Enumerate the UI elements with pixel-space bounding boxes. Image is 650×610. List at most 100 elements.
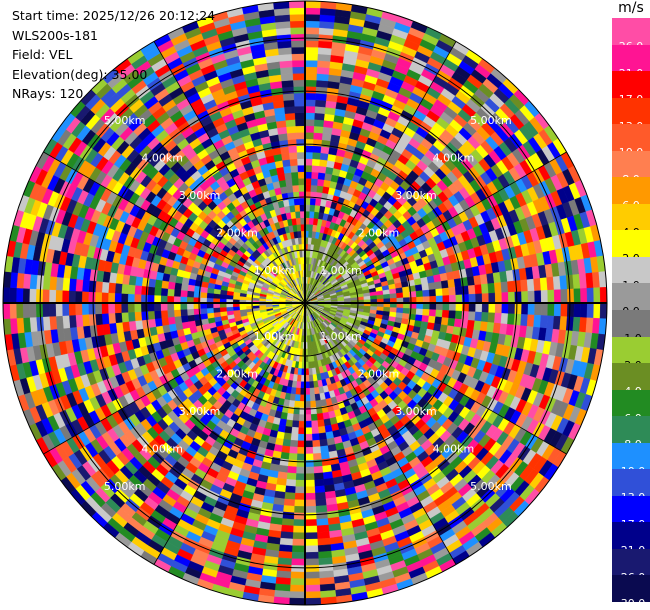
velocity-gate <box>402 307 411 315</box>
velocity-gate <box>108 282 116 294</box>
velocity-gate <box>304 105 316 114</box>
velocity-gate <box>81 291 89 304</box>
velocity-gate <box>121 312 129 323</box>
velocity-gate <box>304 92 317 101</box>
velocity-gate <box>318 432 327 441</box>
velocity-gate <box>311 439 321 448</box>
velocity-gate <box>285 419 293 428</box>
velocity-gate <box>389 293 398 299</box>
velocity-gate <box>534 302 542 316</box>
velocity-gate <box>309 387 315 396</box>
velocity-gate <box>454 286 463 296</box>
velocity-gate <box>573 302 581 318</box>
velocity-gate <box>547 302 555 317</box>
velocity-gate <box>277 47 293 56</box>
velocity-gate <box>239 305 247 311</box>
velocity-gate <box>55 276 64 291</box>
velocity-gate <box>101 292 109 304</box>
velocity-gate <box>475 302 483 313</box>
velocity-gate <box>421 283 430 291</box>
velocity-gate <box>282 438 291 447</box>
velocity-gate <box>160 309 169 319</box>
velocity-gate <box>49 315 58 331</box>
velocity-gate <box>565 274 575 290</box>
velocity-gate <box>173 289 182 297</box>
velocity-gate <box>35 302 44 318</box>
velocity-gate <box>290 571 306 579</box>
velocity-gate <box>435 309 443 318</box>
velocity-gate <box>304 473 315 481</box>
velocity-gate <box>174 282 183 291</box>
velocity-gate <box>291 171 299 180</box>
velocity-gate <box>304 545 319 553</box>
velocity-gate <box>167 288 175 297</box>
velocity-gate <box>285 178 293 187</box>
velocity-gate <box>453 318 462 328</box>
velocity-gate <box>286 465 297 474</box>
velocity-gate <box>304 564 320 573</box>
velocity-gate <box>494 312 502 324</box>
velocity-gate <box>428 309 437 317</box>
velocity-gate <box>304 158 313 166</box>
velocity-gate <box>94 313 103 326</box>
velocity-gate <box>107 292 116 304</box>
velocity-gate <box>309 400 317 409</box>
velocity-gate <box>312 446 322 455</box>
velocity-gate <box>553 302 562 317</box>
velocity-gate <box>42 289 50 304</box>
velocity-gate <box>278 53 293 62</box>
velocity-gate <box>94 291 103 304</box>
velocity-gate <box>75 314 84 328</box>
velocity-gate <box>310 178 319 186</box>
velocity-gate <box>68 302 76 316</box>
velocity-gate <box>282 505 295 514</box>
velocity-gate <box>226 306 234 312</box>
velocity-gate <box>312 145 322 154</box>
velocity-gate <box>413 278 422 286</box>
velocity-gate <box>304 151 314 160</box>
velocity-gate <box>42 316 51 331</box>
velocity-gate <box>313 472 324 481</box>
velocity-gate <box>283 432 292 441</box>
velocity-gate <box>395 287 404 294</box>
velocity-gate <box>74 290 83 304</box>
velocity-gate <box>309 394 316 402</box>
velocity-gate <box>114 312 123 324</box>
velocity-gate <box>280 451 290 460</box>
velocity-gate <box>566 302 575 318</box>
velocity-gate <box>304 538 318 547</box>
velocity-gate <box>278 544 293 553</box>
velocity-gate <box>291 545 306 553</box>
velocity-gate <box>167 309 175 318</box>
velocity-gate <box>539 277 548 291</box>
velocity-gate <box>290 433 299 441</box>
velocity-gate <box>35 288 44 304</box>
velocity-gate <box>292 538 306 547</box>
velocity-gate <box>114 292 122 304</box>
velocity-gate <box>288 198 295 206</box>
velocity-gate <box>455 294 463 304</box>
velocity-gate <box>291 551 306 560</box>
velocity-gate <box>304 118 315 127</box>
velocity-gate <box>61 290 70 304</box>
velocity-gate <box>114 282 123 294</box>
velocity-gate <box>427 282 436 291</box>
velocity-gate <box>281 79 294 88</box>
velocity-gate <box>48 289 57 304</box>
velocity-gate <box>284 425 293 434</box>
velocity-gate <box>311 426 319 435</box>
velocity-gate <box>311 433 320 441</box>
velocity-gate <box>320 451 330 460</box>
velocity-gate <box>317 419 325 428</box>
velocity-gate <box>280 66 294 75</box>
velocity-gate <box>488 292 496 304</box>
velocity-gate <box>453 278 462 288</box>
velocity-gate <box>153 310 162 320</box>
velocity-gate <box>317 544 332 553</box>
velocity-gate <box>310 420 319 428</box>
velocity-gate <box>314 479 325 487</box>
velocity-gate <box>304 40 319 48</box>
velocity-gate <box>421 315 430 323</box>
velocity-gate <box>441 309 450 319</box>
velocity-gate <box>88 313 97 326</box>
